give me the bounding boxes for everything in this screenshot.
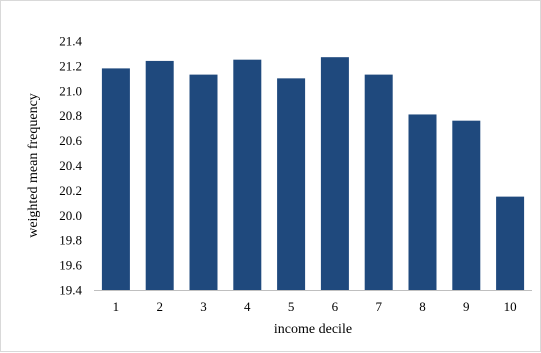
bar (452, 120, 481, 291)
y-axis-label: weighted mean frequency (26, 93, 41, 238)
y-tick-label: 20.0 (59, 208, 82, 223)
x-tick-label: 5 (288, 299, 295, 314)
x-tick-label: 1 (113, 299, 120, 314)
bars (101, 57, 525, 291)
bar (277, 78, 306, 290)
x-axis-ticks: 1 2 3 4 5 6 7 8 9 10 (113, 299, 517, 314)
bar (496, 196, 525, 290)
x-tick-label: 6 (332, 299, 339, 314)
y-tick-label: 19.8 (59, 233, 82, 248)
x-axis-label: income decile (274, 322, 352, 337)
y-axis-ticks: 19.4 19.6 19.8 20.0 20.2 20.4 20.6 20.8 21.0 21.2… (59, 34, 82, 298)
x-tick-label: 3 (200, 299, 207, 314)
y-tick-label: 19.4 (59, 283, 82, 298)
bar (233, 59, 262, 290)
bar (408, 114, 437, 290)
x-tick-label: 9 (463, 299, 470, 314)
y-tick-label: 20.2 (59, 183, 82, 198)
bar (364, 74, 393, 291)
x-tick-label: 8 (419, 299, 426, 314)
bar (320, 57, 349, 291)
bar (189, 74, 218, 291)
bar (101, 68, 130, 290)
x-tick-label: 10 (504, 299, 517, 314)
y-tick-label: 19.6 (59, 258, 82, 273)
y-tick-label: 21.0 (59, 83, 82, 98)
y-tick-label: 21.2 (59, 58, 82, 73)
x-tick-label: 2 (156, 299, 163, 314)
x-tick-label: 4 (244, 299, 251, 314)
y-tick-label: 20.8 (59, 108, 82, 123)
y-tick-label: 20.6 (59, 133, 82, 148)
y-tick-label: 21.4 (59, 34, 82, 49)
y-tick-label: 20.4 (59, 158, 82, 173)
bar (145, 60, 174, 290)
x-tick-label: 7 (375, 299, 382, 314)
